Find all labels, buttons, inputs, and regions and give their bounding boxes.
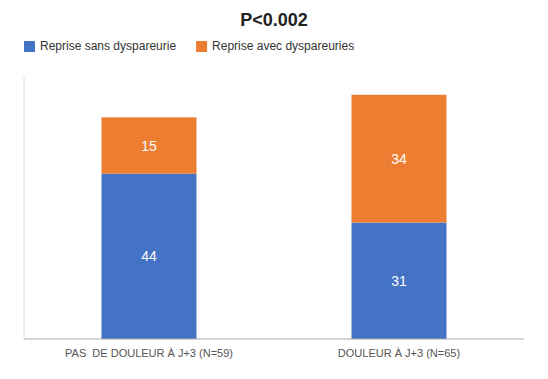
- x-tick-labels: PAS DE DOULEUR À J+3 (N=59) DOULEUR À J+3…: [65, 347, 460, 359]
- legend-swatch: [196, 41, 207, 52]
- data-label: 15: [141, 138, 157, 154]
- data-label: 34: [391, 151, 407, 167]
- x-tick-label: PAS DE DOULEUR À J+3 (N=59): [65, 347, 233, 359]
- legend-label: Reprise avec dyspareuries: [212, 39, 354, 53]
- data-label: 31: [391, 273, 407, 289]
- bar-segment: [102, 117, 197, 173]
- legend-item: Reprise avec dyspareuries: [196, 39, 354, 53]
- data-label: 44: [141, 248, 157, 264]
- chart-container: P<0.002 Reprise sans dyspareurie Reprise a…: [0, 0, 548, 379]
- y-axis-line: [24, 76, 25, 339]
- legend: Reprise sans dyspareurie Reprise avec dys…: [24, 39, 354, 53]
- title: P<0.002: [240, 10, 308, 30]
- x-tick-label: DOULEUR À J+3 (N=65): [338, 347, 460, 359]
- bar-segment: [102, 174, 197, 339]
- chart-svg: P<0.002 Reprise sans dyspareurie Reprise a…: [0, 0, 548, 379]
- legend-item: Reprise sans dyspareurie: [24, 39, 176, 53]
- bar-segment: [352, 223, 447, 339]
- legend-label: Reprise sans dyspareurie: [40, 39, 176, 53]
- data-labels: 44 31 15 34: [141, 138, 407, 289]
- x-axis-line: [24, 339, 524, 340]
- legend-swatch: [24, 41, 35, 52]
- bars: [102, 95, 447, 339]
- bar-segment: [352, 95, 447, 223]
